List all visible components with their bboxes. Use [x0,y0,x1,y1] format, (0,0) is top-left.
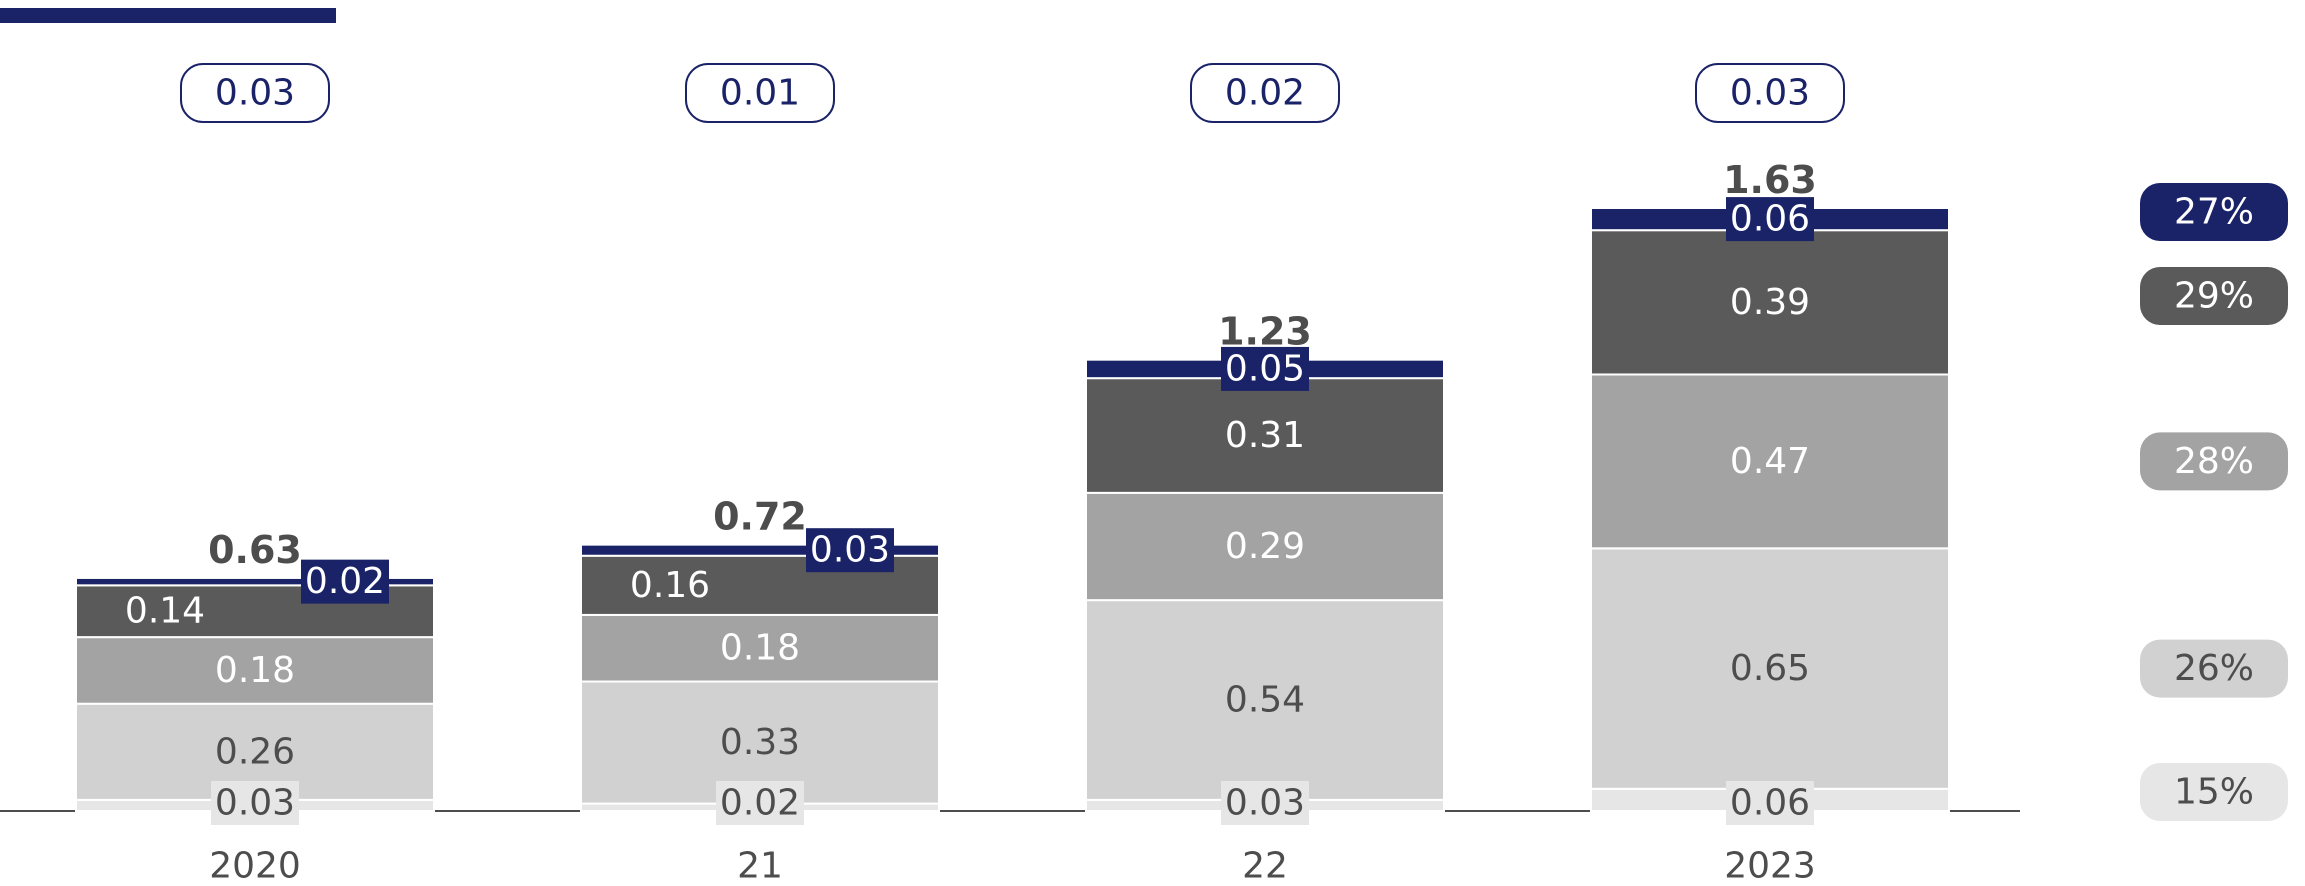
share-badge-box-3 [2140,639,2288,698]
segment-label-1-22: 0.54 [1225,680,1305,721]
bar-segment-3-22 [1085,377,1445,494]
top-badge-label-2023: 0.03 [1730,73,1810,114]
segment-label-2-22: 0.29 [1225,526,1305,567]
share-badge-label-1: 29% [2174,276,2254,317]
segment-label-1-2020: 0.26 [215,731,295,772]
top-badge-box-2020 [180,63,330,123]
top-badge-box-22 [1190,63,1340,123]
total-label-2023: 1.63 [1723,158,1817,202]
segment-label-box-4-21 [806,528,894,573]
segment-label-2-21: 0.18 [720,628,800,669]
segment-label-2-2020: 0.18 [215,650,295,691]
segment-label-box-0-2023 [1726,781,1814,825]
bar-segment-4-21 [580,543,940,557]
segment-label-0-2020: 0.03 [215,783,295,824]
segment-label-2-2023: 0.47 [1730,441,1810,482]
share-badge-label-4: 15% [2174,772,2254,813]
top-badge-label-21: 0.01 [720,73,800,114]
segment-label-0-21: 0.02 [720,783,800,824]
segment-label-box-4-2020 [301,559,389,604]
total-label-2020: 0.63 [208,528,302,572]
segment-label-3-2023: 0.39 [1730,282,1810,323]
bar-segment-2-2023 [1590,373,1950,550]
segment-label-box-4-22 [1221,346,1309,391]
share-badge-label-2: 28% [2174,441,2254,482]
segment-label-box-0-22 [1221,781,1309,825]
share-badge-box-4 [2140,763,2288,821]
segment-label-box-4-2023 [1726,197,1814,242]
top-badge-label-22: 0.02 [1225,73,1305,114]
segment-label-4-2023: 0.06 [1730,199,1810,240]
bar-segment-2-22 [1085,491,1445,602]
total-label-22: 1.23 [1218,310,1312,354]
x-tick-label-2023: 2023 [1724,846,1816,886]
segment-label-3-21: 0.16 [630,565,710,606]
bar-segment-1-2023 [1590,547,1950,790]
total-label-21: 0.72 [713,495,807,539]
x-tick-label-2020: 2020 [209,846,301,886]
x-tick-label-22: 22 [1242,846,1288,886]
share-badge-box-2 [2140,432,2288,491]
share-badge-box-1 [2140,267,2288,325]
segment-label-4-22: 0.05 [1225,348,1305,389]
share-badge-box-0 [2140,183,2288,241]
x-tick-label-21: 21 [737,846,783,886]
top-badge-label-2020: 0.03 [215,73,295,114]
segment-label-0-22: 0.03 [1225,783,1305,824]
share-badge-label-0: 27% [2174,192,2254,233]
top-badge-box-21 [685,63,835,123]
segment-label-0-2023: 0.06 [1730,783,1810,824]
segment-label-1-2023: 0.65 [1730,648,1810,689]
title-accent-bar [0,8,336,23]
segment-label-box-0-2020 [211,781,299,825]
segment-label-3-22: 0.31 [1225,415,1305,456]
bar-segment-3-2023 [1590,229,1950,376]
segment-label-4-2020: 0.02 [305,561,385,602]
top-badge-box-2023 [1695,63,1845,123]
segment-label-1-21: 0.33 [720,722,800,763]
segment-label-4-21: 0.03 [810,530,890,571]
share-badge-label-3: 26% [2174,648,2254,689]
bar-segment-4-2020 [75,576,435,587]
bar-segment-1-22 [1085,599,1445,801]
segment-label-box-0-21 [716,781,804,825]
segment-label-3-2020: 0.14 [125,591,205,632]
